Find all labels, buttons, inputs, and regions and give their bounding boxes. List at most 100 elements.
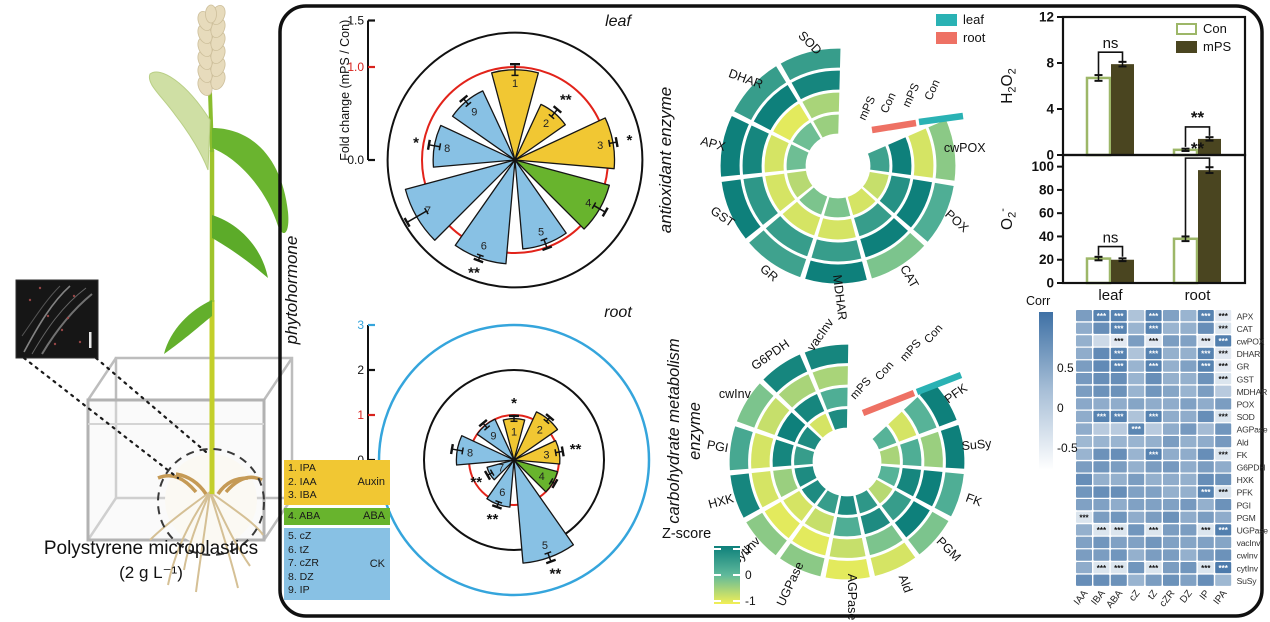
corr-cell-SOD-DZ <box>1180 410 1197 423</box>
corr-sig: *** <box>1097 564 1107 573</box>
heatmap-cell-G6PDH-leaf-Con <box>761 352 809 395</box>
corr-cell-MDHAR-IPA <box>1215 385 1232 397</box>
ring-label-3: mPS <box>848 375 874 402</box>
zscore-scale-title: Z-score <box>662 526 712 542</box>
root-strand <box>209 491 239 589</box>
corr-cell-SuSy-ABA <box>1110 574 1127 586</box>
heatmap-cell-AGPase-root-mPS <box>836 494 859 517</box>
corr-sig: *** <box>1149 337 1159 346</box>
wedge-number: 3 <box>597 140 603 152</box>
corr-cell-cwInv-ABA <box>1110 549 1127 561</box>
corr-cell-Ald-IAA <box>1076 436 1092 448</box>
corr-scale-title: Corr <box>1026 294 1051 308</box>
corr-sig: *** <box>1219 362 1229 371</box>
heatmap-cell-CAT-root-mPS <box>846 186 878 217</box>
corr-cell-PGI-IAA <box>1076 499 1092 511</box>
corr-col-label-ABA: ABA <box>1104 588 1125 611</box>
root-microscopy-streak <box>23 285 71 353</box>
hormone-legend: 1. IPA 2. IAA 3. IBA Auxin 4. ABA ABA 5. cZ 6. … <box>284 460 390 603</box>
corr-cell-GR-tZ <box>1145 360 1162 372</box>
corr-sig: *** <box>1201 312 1211 321</box>
heatmap-cell-cwInv-root-mPS <box>795 425 823 452</box>
error-cap <box>449 443 455 455</box>
corr-cell-Ald-tZ <box>1145 436 1162 448</box>
corr-cell-DHAR-IP <box>1197 347 1214 360</box>
corr-sig: *** <box>1219 450 1229 459</box>
corr-cell-UGPase-tZ <box>1145 524 1162 536</box>
ros-bar-charts: 0 4 8 12 H2O2 ns ** 0 20 40 60 80 100 O2- ns ** leaf root <box>997 10 1247 304</box>
heatmap-cell-DHAR-leaf-Con <box>732 64 788 122</box>
axis-tick-label: 1.0 <box>347 60 364 74</box>
category-label-root: root <box>1185 287 1212 304</box>
enzyme-label-CAT: CAT <box>897 263 921 291</box>
bar-leaf-Con <box>1085 257 1112 285</box>
setup-illustration <box>15 4 294 593</box>
reference-circle <box>386 31 644 289</box>
corr-cell-PGI-IP <box>1197 499 1214 511</box>
enzyme-label-PGI: PGI <box>706 438 730 456</box>
leaf-left-pale <box>148 71 211 171</box>
corr-cell-APX-DZ <box>1180 310 1197 322</box>
heatmap-cell-G6PDH-root-mPS <box>807 412 835 440</box>
wedge-number: 1 <box>511 427 517 439</box>
corr-cell-MDHAR-DZ <box>1180 385 1197 397</box>
sig-bracket <box>1097 245 1124 257</box>
error-cap <box>543 418 550 425</box>
corr-cell-POX-IP <box>1197 398 1214 410</box>
heatmap-cell-Ald-root-Con <box>859 506 892 536</box>
error-cap <box>403 217 411 228</box>
microplastic-speckle <box>60 328 64 332</box>
root-strand <box>149 491 211 541</box>
heatmap-cell-PGM-leaf-mPS <box>893 499 932 540</box>
heatmap-cell-GST-leaf-Con <box>720 178 763 241</box>
corr-col-label-cZR: cZR <box>1158 588 1178 609</box>
heatmap-cell-SuSy-root-mPS <box>878 444 902 466</box>
heatmap-cell-PGI-leaf-mPS <box>749 431 775 470</box>
sig-label: ** <box>570 441 582 458</box>
corr-row-label-Ald: Ald <box>1237 437 1249 447</box>
heatmap-cell-FK-leaf-Con <box>933 470 966 519</box>
corr-cell-GST-IP <box>1197 373 1214 385</box>
corr-cell-PGI-DZ <box>1180 499 1197 511</box>
corr-cell-FK-tZ <box>1145 448 1162 460</box>
corr-cell-MDHAR-cZ <box>1128 385 1145 397</box>
leaf-left-lower <box>164 300 212 354</box>
corr-cell-Ald-DZ <box>1180 436 1197 448</box>
error-cap <box>495 499 503 504</box>
hormone-group-name: CK <box>369 557 385 570</box>
corr-cell-DHAR-IPA <box>1215 347 1232 360</box>
heatmap-cell-cytInv-root-Con <box>781 489 815 523</box>
corr-cell-SOD-cZR <box>1163 410 1179 423</box>
corr-cell-GR-ABA <box>1110 360 1127 372</box>
heatmap-cell-HXK-root-mPS <box>793 465 819 489</box>
heatmap-cell-SuSy-leaf-Con <box>939 423 966 471</box>
heatmap-cell-HXK-leaf-mPS <box>750 469 781 510</box>
corr-cell-cytInv-DZ <box>1180 562 1197 574</box>
corr-cell-SOD-tZ <box>1145 410 1162 423</box>
enzyme-label-PGM: PGM <box>934 534 964 564</box>
corr-cell-GST-cZR <box>1163 373 1179 385</box>
heatmap-cell-PGM-root-Con <box>880 488 913 523</box>
sig-label: * <box>413 135 419 152</box>
sig-label: ** <box>1191 108 1205 127</box>
corr-col-label-cZ: cZ <box>1127 588 1142 603</box>
heatmap-cell-PFK-root-Con <box>886 410 918 444</box>
corr-cell-HXK-cZR <box>1163 473 1179 486</box>
heatmap-cell-PGI-leaf-Con <box>728 424 755 472</box>
error-bar <box>451 448 463 452</box>
reference-circle <box>423 369 605 551</box>
corr-cell-cytInv-IAA <box>1076 562 1092 574</box>
corr-sig: *** <box>1097 413 1107 422</box>
spikelet <box>205 4 217 24</box>
corr-sig: *** <box>1097 526 1107 535</box>
corr-cell-SuSy-tZ <box>1145 574 1162 586</box>
hormone-group-name: Auxin <box>357 476 385 489</box>
zscore-scale: 1 0 -1 <box>714 542 756 608</box>
heatmap-cell-DHAR-root-mPS <box>791 120 823 153</box>
heatmap-cell-CAT-leaf-Con <box>865 231 926 280</box>
dashed-zoom-circle <box>157 448 265 556</box>
enzyme-label-FK: FK <box>964 491 984 510</box>
wedge-number: 9 <box>490 430 496 442</box>
heatmap-cell-vacInv-leaf-mPS <box>811 364 850 392</box>
corr-cell-GST-tZ <box>1145 373 1162 385</box>
